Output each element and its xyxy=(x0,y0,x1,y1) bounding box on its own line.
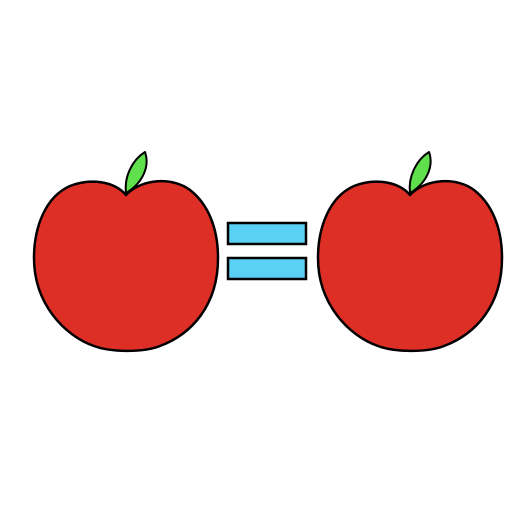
left-apple-icon xyxy=(32,151,220,353)
equals-sign-icon xyxy=(226,221,308,281)
left-apple-leaf xyxy=(124,151,148,194)
right-apple-leaf xyxy=(408,151,432,194)
right-apple-body xyxy=(316,179,504,353)
left-apple-body xyxy=(32,179,220,353)
equals-bottom-bar xyxy=(226,256,308,281)
equals-top-bar xyxy=(226,221,308,246)
right-apple-icon xyxy=(316,151,504,353)
